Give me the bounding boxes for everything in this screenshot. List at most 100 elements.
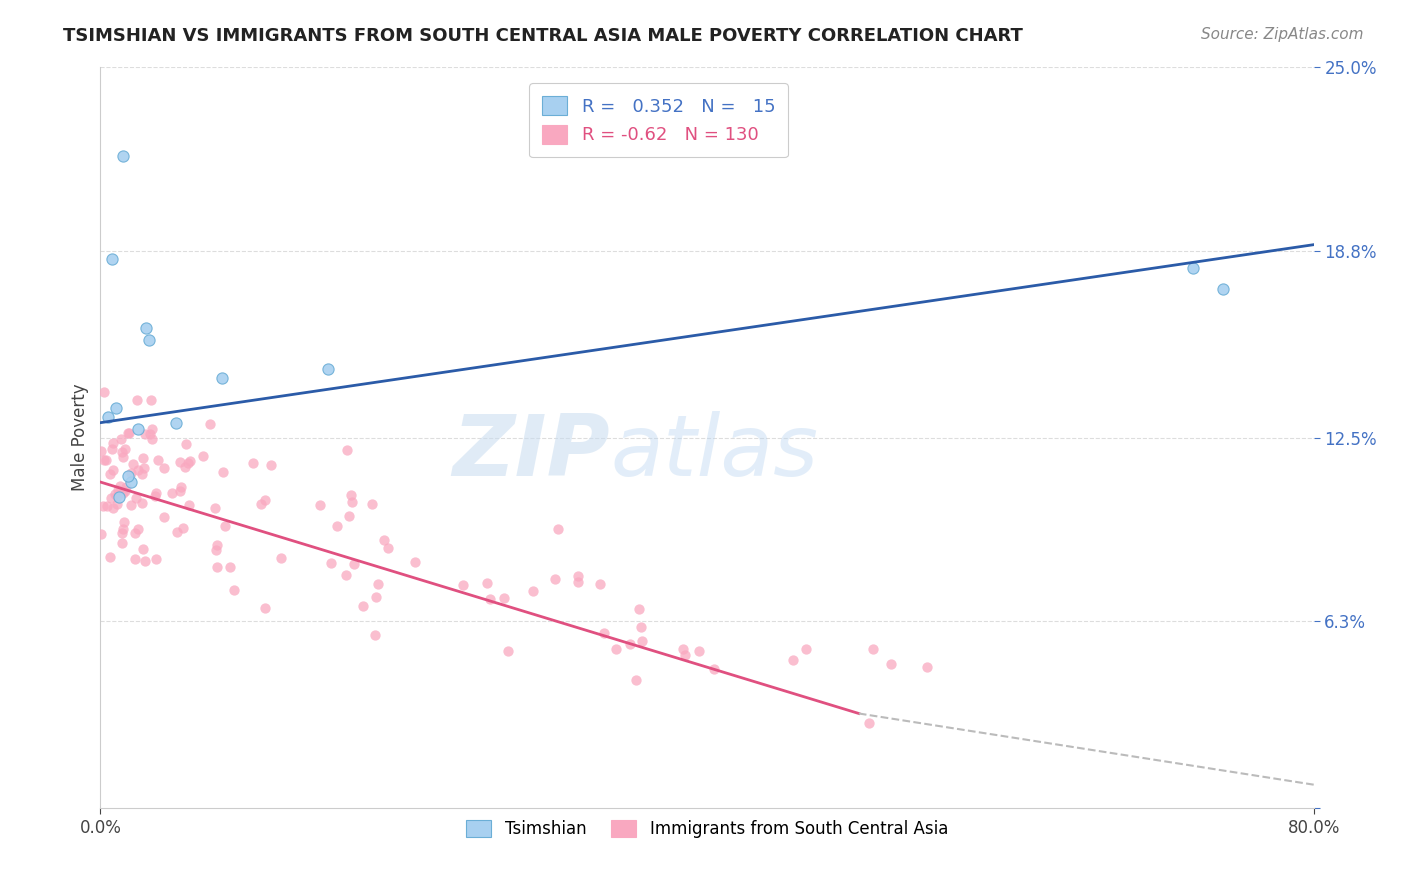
Point: [97, 409, 120, 424]
Text: atlas: atlas: [610, 411, 818, 494]
Point: [112, 148, 135, 162]
Point: [1181, 261, 1204, 276]
Point: [1212, 282, 1234, 296]
Point: [107, 483, 129, 497]
Point: [319, 557, 342, 571]
Point: [176, 456, 198, 470]
Point: [214, 519, 236, 533]
Point: [100, 442, 122, 457]
Point: [110, 432, 132, 446]
Point: [453, 578, 475, 592]
Point: [104, 401, 127, 415]
Point: [162, 486, 184, 500]
Point: [173, 459, 195, 474]
Point: [96, 452, 118, 467]
Point: [124, 552, 146, 566]
Point: [352, 599, 374, 613]
Point: [250, 497, 273, 511]
Point: [204, 500, 226, 515]
Point: [335, 442, 357, 457]
Point: [589, 576, 612, 591]
Point: [316, 362, 339, 376]
Point: [177, 499, 200, 513]
Point: [567, 569, 589, 583]
Point: [93, 384, 115, 399]
Point: [176, 437, 198, 451]
Point: [619, 637, 641, 651]
Point: [111, 536, 134, 550]
Point: [703, 662, 725, 676]
Point: [127, 463, 149, 477]
Point: [107, 490, 129, 504]
Point: [373, 533, 395, 547]
Point: [120, 475, 142, 489]
Point: [134, 554, 156, 568]
Point: [110, 479, 132, 493]
Point: [360, 497, 382, 511]
Point: [270, 550, 292, 565]
Point: [253, 601, 276, 615]
Point: [404, 555, 426, 569]
Point: [101, 500, 124, 515]
Point: [630, 620, 652, 634]
Point: [224, 583, 246, 598]
Point: [254, 493, 277, 508]
Point: [915, 660, 938, 674]
Point: [544, 572, 567, 586]
Point: [101, 463, 124, 477]
Point: [105, 497, 128, 511]
Point: [125, 393, 148, 408]
Point: [153, 461, 176, 475]
Point: [111, 450, 134, 465]
Point: [342, 495, 364, 509]
Point: [131, 467, 153, 481]
Point: [858, 716, 880, 731]
Point: [337, 509, 360, 524]
Point: [134, 426, 156, 441]
Point: [366, 591, 388, 605]
Point: [377, 541, 399, 555]
Point: [326, 518, 349, 533]
Point: [782, 652, 804, 666]
Point: [132, 460, 155, 475]
Point: [114, 442, 136, 457]
Point: [131, 496, 153, 510]
Point: [628, 602, 651, 616]
Point: [141, 422, 163, 436]
Point: [132, 541, 155, 556]
Point: [124, 526, 146, 541]
Point: [218, 560, 240, 574]
Point: [111, 444, 134, 458]
Point: [880, 657, 903, 671]
Point: [139, 426, 162, 441]
Point: [105, 489, 128, 503]
Y-axis label: Male Poverty: Male Poverty: [72, 384, 89, 491]
Point: [340, 488, 363, 502]
Point: [98, 467, 121, 481]
Point: [179, 453, 201, 467]
Point: [143, 489, 166, 503]
Point: [335, 568, 357, 582]
Point: [117, 425, 139, 440]
Point: [112, 522, 135, 536]
Point: [96, 499, 118, 513]
Point: [122, 457, 145, 471]
Point: [120, 466, 142, 480]
Point: [132, 451, 155, 466]
Point: [127, 422, 149, 436]
Point: [794, 642, 817, 657]
Point: [605, 642, 627, 657]
Point: [211, 371, 233, 385]
Point: [127, 522, 149, 536]
Point: [117, 469, 139, 483]
Legend: Tsimshian, Immigrants from South Central Asia: Tsimshian, Immigrants from South Central…: [460, 814, 955, 845]
Point: [125, 491, 148, 506]
Point: [93, 499, 115, 513]
Point: [862, 642, 884, 657]
Point: [120, 499, 142, 513]
Point: [477, 575, 499, 590]
Point: [135, 320, 157, 334]
Point: [212, 465, 235, 479]
Text: TSIMSHIAN VS IMMIGRANTS FROM SOUTH CENTRAL ASIA MALE POVERTY CORRELATION CHART: TSIMSHIAN VS IMMIGRANTS FROM SOUTH CENTR…: [63, 27, 1024, 45]
Point: [111, 526, 134, 541]
